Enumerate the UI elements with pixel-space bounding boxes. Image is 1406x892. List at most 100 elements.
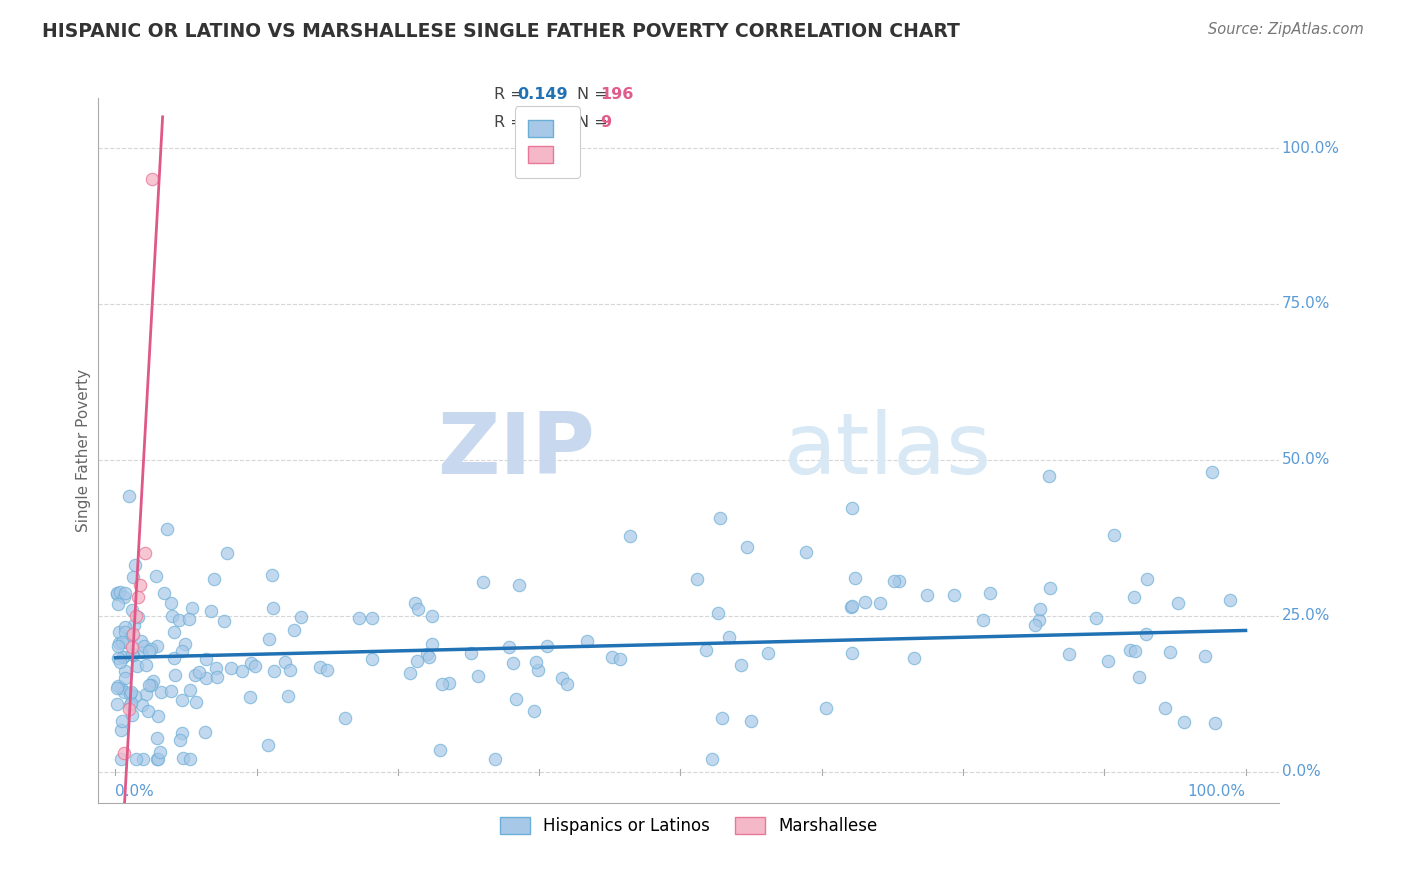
Point xyxy=(114,671,136,685)
Point xyxy=(129,577,152,591)
Point xyxy=(202,572,225,586)
Point xyxy=(145,569,167,583)
Point xyxy=(1153,701,1175,715)
Point xyxy=(347,611,370,625)
Text: atlas: atlas xyxy=(783,409,991,492)
Point xyxy=(602,649,624,664)
Point xyxy=(815,701,838,715)
Text: R =: R = xyxy=(494,115,529,130)
Text: 9: 9 xyxy=(600,115,612,130)
Point xyxy=(153,586,176,600)
Point xyxy=(112,590,135,604)
Point xyxy=(156,522,179,536)
Point xyxy=(523,705,546,719)
Point xyxy=(172,751,194,765)
Text: R =: R = xyxy=(494,87,529,102)
Point xyxy=(112,650,135,665)
Point xyxy=(619,529,641,543)
Point xyxy=(179,752,201,766)
Point xyxy=(174,637,197,651)
Point xyxy=(1204,716,1226,731)
Point xyxy=(135,687,157,701)
Text: 0.149: 0.149 xyxy=(517,87,568,102)
Point xyxy=(188,665,211,679)
Point xyxy=(108,655,131,669)
Point xyxy=(217,546,239,560)
Point xyxy=(121,640,143,654)
Point xyxy=(107,597,129,611)
Point xyxy=(127,610,149,624)
Point xyxy=(576,634,599,648)
Point xyxy=(150,685,173,699)
Point xyxy=(418,650,440,665)
Point xyxy=(107,651,129,665)
Text: 50.0%: 50.0% xyxy=(1282,452,1330,467)
Point xyxy=(1136,572,1159,586)
Point xyxy=(794,545,817,559)
Point xyxy=(125,608,148,623)
Text: 196: 196 xyxy=(600,87,634,102)
Text: ZIP: ZIP xyxy=(437,409,595,492)
Point xyxy=(111,714,134,729)
Point xyxy=(1219,593,1241,607)
Point xyxy=(498,640,520,655)
Point xyxy=(524,655,547,669)
Text: 25.0%: 25.0% xyxy=(1282,608,1330,624)
Point xyxy=(1194,649,1216,664)
Point xyxy=(134,546,156,560)
Point xyxy=(979,586,1001,600)
Text: 100.0%: 100.0% xyxy=(1188,784,1246,799)
Point xyxy=(707,607,730,621)
Point xyxy=(1119,643,1142,657)
Text: 75.0%: 75.0% xyxy=(1282,296,1330,311)
Point xyxy=(735,540,758,554)
Point xyxy=(122,627,145,641)
Point xyxy=(124,558,146,572)
Y-axis label: Single Father Poverty: Single Father Poverty xyxy=(76,369,91,532)
Legend: Hispanics or Latinos, Marshallese: Hispanics or Latinos, Marshallese xyxy=(492,809,886,844)
Point xyxy=(308,659,330,673)
Point xyxy=(122,570,145,584)
Point xyxy=(169,733,191,747)
Point xyxy=(262,600,284,615)
Point xyxy=(841,646,863,660)
Point xyxy=(869,596,891,610)
Point xyxy=(839,600,862,615)
Point xyxy=(146,708,169,723)
Point xyxy=(107,639,129,653)
Point xyxy=(120,687,142,701)
Point xyxy=(1102,528,1125,542)
Point xyxy=(118,702,141,716)
Point xyxy=(274,655,297,669)
Point xyxy=(472,574,495,589)
Point xyxy=(121,628,143,642)
Point xyxy=(406,602,429,616)
Point xyxy=(361,611,384,625)
Point xyxy=(243,659,266,673)
Point xyxy=(114,620,136,634)
Text: 0.777: 0.777 xyxy=(517,115,568,130)
Point xyxy=(883,574,905,589)
Point xyxy=(118,489,141,503)
Point xyxy=(115,635,138,649)
Point xyxy=(121,708,143,723)
Point xyxy=(105,586,128,600)
Point xyxy=(194,725,217,739)
Point xyxy=(110,752,132,766)
Point xyxy=(163,668,186,682)
Point xyxy=(134,639,156,653)
Point xyxy=(484,752,506,766)
Point xyxy=(502,656,524,670)
Point xyxy=(1024,618,1046,632)
Point xyxy=(138,678,160,692)
Point xyxy=(432,677,454,691)
Point xyxy=(942,588,965,602)
Point xyxy=(609,652,631,666)
Point xyxy=(105,697,128,711)
Point xyxy=(1135,626,1157,640)
Text: 0.0%: 0.0% xyxy=(1282,764,1320,779)
Point xyxy=(257,632,280,646)
Point xyxy=(889,574,911,588)
Point xyxy=(527,663,550,677)
Point xyxy=(112,650,135,665)
